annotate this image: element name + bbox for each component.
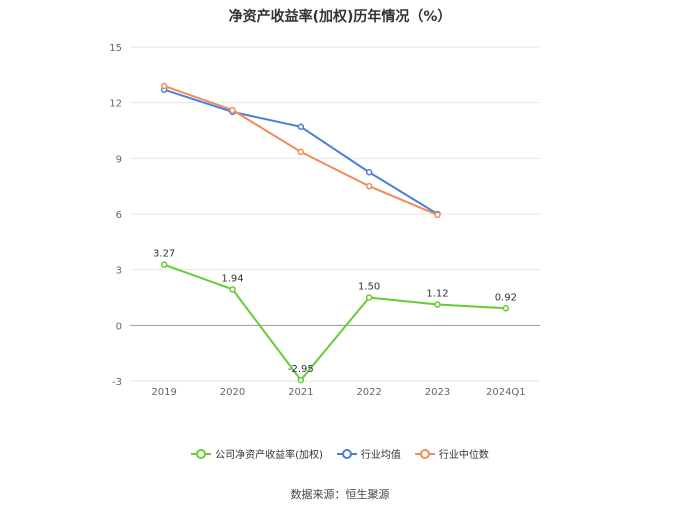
series-lines xyxy=(160,82,510,384)
legend-item[interactable]: 行业中位数 xyxy=(414,446,489,461)
y-tick-label: 15 xyxy=(109,43,122,54)
data-point xyxy=(434,301,441,308)
y-tick-label: 9 xyxy=(116,154,122,165)
data-point xyxy=(229,106,236,114)
data-point xyxy=(229,286,236,293)
data-labels: 3.27 1.94 -2.95 1.50 1.12 0.92 xyxy=(153,249,517,375)
legend-label: 行业中位数 xyxy=(438,450,489,461)
legend-item[interactable]: 行业均值 xyxy=(336,446,401,461)
data-point xyxy=(160,82,168,90)
data-label: 1.94 xyxy=(221,273,243,284)
legend-marker-icon xyxy=(414,448,435,459)
data-label: 3.27 xyxy=(153,249,175,260)
x-tick-label: 2021 xyxy=(288,387,313,398)
y-tick-label: 6 xyxy=(116,210,122,221)
data-point xyxy=(365,169,373,176)
data-point xyxy=(365,182,373,190)
data-point xyxy=(434,211,441,219)
data-point xyxy=(297,376,305,384)
legend-marker-icon xyxy=(336,448,357,459)
data-source: 数据来源：恒生聚源 xyxy=(290,488,390,501)
axes: -3 0 3 6 9 12 15 2019 2020 2021 2022 2023 2024Q1 xyxy=(109,43,540,398)
y-tick-label: 0 xyxy=(116,321,122,332)
y-tick-label: 3 xyxy=(116,266,122,277)
data-label: 1.12 xyxy=(426,289,448,300)
data-point xyxy=(502,305,510,312)
grid-lines xyxy=(130,46,540,382)
legend: 公司净资产收益率(加权) 行业均值 行业中位数 xyxy=(0,446,680,461)
data-point xyxy=(365,294,373,301)
chart-title: 净资产收益率(加权)历年情况（%） xyxy=(228,9,452,25)
x-tick-label: 2024Q1 xyxy=(486,387,526,398)
data-label: 1.50 xyxy=(358,282,380,293)
series-line xyxy=(163,263,506,382)
data-point xyxy=(160,261,168,268)
x-tick-label: 2019 xyxy=(151,387,176,398)
y-tick-label: -3 xyxy=(112,377,122,388)
data-label: -2.95 xyxy=(288,364,314,375)
x-tick-label: 2020 xyxy=(220,387,245,398)
legend-label: 行业均值 xyxy=(360,450,401,461)
y-tick-label: 12 xyxy=(109,99,122,110)
data-point xyxy=(297,123,305,131)
legend-marker-icon xyxy=(191,448,212,459)
x-tick-label: 2022 xyxy=(356,387,381,398)
legend-label: 公司净资产收益率(加权) xyxy=(215,450,323,461)
legend-item[interactable]: 公司净资产收益率(加权) xyxy=(191,446,323,461)
data-label: 0.92 xyxy=(495,292,517,303)
data-point xyxy=(297,148,305,156)
x-tick-label: 2023 xyxy=(425,387,450,398)
